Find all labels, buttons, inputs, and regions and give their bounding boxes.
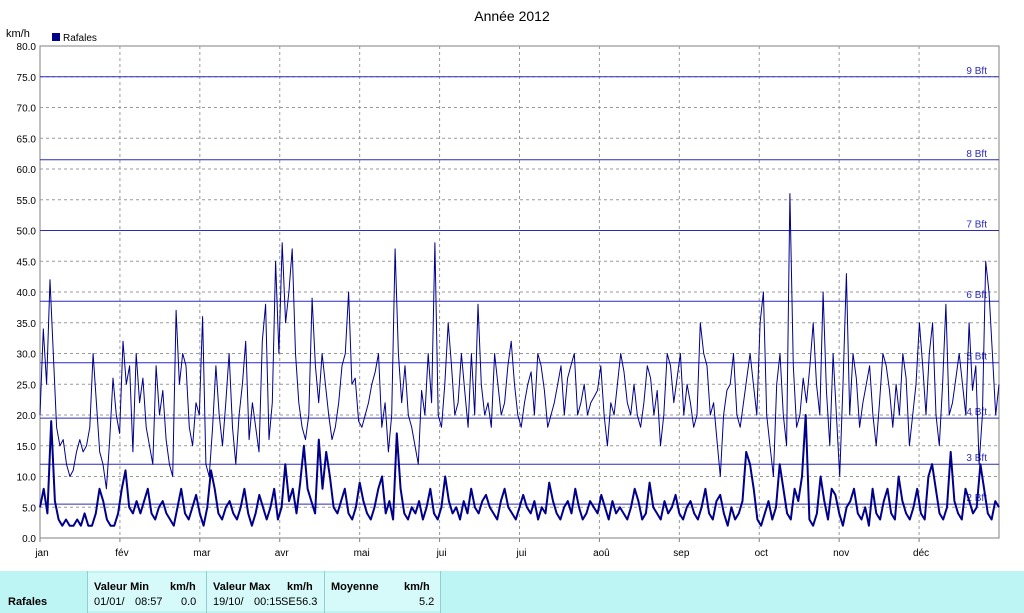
y-tick-label: 15.0: [17, 442, 37, 453]
y-tick-label: 0.0: [22, 534, 36, 545]
series-line-thick: [39, 414, 1000, 527]
y-tick-label: 5.0: [22, 503, 36, 514]
y-tick-label: 30.0: [17, 350, 37, 361]
x-tick-label: jui: [515, 548, 526, 559]
series-line-thin: [39, 193, 1000, 490]
min-value: 0.0: [181, 596, 197, 608]
y-axis-ticks: 0.0 5.0 10.0 15.0 20.0 25.0 30.0 35.0 40.0 45.0 50…: [17, 42, 37, 545]
avg-value: 5.2: [419, 596, 435, 608]
x-tick-label: jan: [34, 548, 48, 559]
x-tick-label: avr: [275, 548, 290, 559]
beaufort-label: 6 Bft: [966, 290, 987, 301]
stats-footer: Rafales Valeur Min km/h Valeur Max km/h …: [0, 571, 1024, 613]
min-date: 01/01/: [94, 596, 125, 608]
y-tick-label: 10.0: [17, 473, 37, 484]
max-value: 56.3: [296, 596, 318, 608]
max-time: 00:15: [254, 596, 282, 608]
max-unit: km/h: [287, 581, 313, 593]
beaufort-label: 5 Bft: [966, 352, 987, 363]
max-direction: SE: [281, 596, 296, 608]
chart-title: Année 2012: [474, 8, 550, 24]
legend-swatch: [52, 33, 60, 41]
x-tick-label: fév: [115, 548, 128, 559]
beaufort-label: 9 Bft: [966, 66, 987, 77]
x-axis-ticks: jan fév mar avr mai jui jui aoû sep oct nov déc: [34, 538, 929, 559]
legend-label: Rafales: [63, 33, 97, 44]
y-tick-label: 35.0: [17, 319, 37, 330]
y-tick-label: 45.0: [17, 257, 37, 268]
x-tick-label: aoû: [593, 548, 610, 559]
y-tick-label: 70.0: [17, 104, 37, 115]
x-tick-label: mai: [354, 548, 370, 559]
max-date: 19/10/: [213, 596, 244, 608]
divider: [206, 571, 207, 613]
x-tick-label: mar: [193, 548, 211, 559]
avg-header: Moyenne: [331, 581, 379, 593]
y-tick-label: 50.0: [17, 227, 37, 238]
beaufort-label: 8 Bft: [966, 149, 987, 160]
y-tick-label: 65.0: [17, 134, 37, 145]
grid: [40, 46, 999, 538]
divider: [87, 571, 88, 613]
y-axis-label: km/h: [6, 28, 30, 40]
x-tick-label: nov: [833, 548, 849, 559]
x-tick-label: jui: [436, 548, 447, 559]
y-tick-label: 55.0: [17, 196, 37, 207]
y-tick-label: 80.0: [17, 42, 37, 53]
y-tick-label: 75.0: [17, 73, 37, 84]
divider: [440, 571, 441, 613]
max-header: Valeur Max: [213, 581, 271, 593]
stats-panel: [87, 573, 440, 611]
row-label: Rafales: [8, 596, 48, 608]
min-unit: km/h: [170, 581, 196, 593]
y-tick-label: 40.0: [17, 288, 37, 299]
divider: [324, 571, 325, 613]
legend: Rafales: [52, 33, 97, 44]
y-tick-label: 25.0: [17, 380, 37, 391]
x-tick-label: déc: [913, 548, 929, 559]
series-group: [39, 193, 1000, 527]
beaufort-label: 4 Bft: [966, 407, 987, 418]
min-header: Valeur Min: [94, 581, 150, 593]
y-tick-label: 20.0: [17, 411, 37, 422]
y-tick-label: 60.0: [17, 165, 37, 176]
avg-unit: km/h: [404, 581, 430, 593]
beaufort-label: 3 Bft: [966, 453, 987, 464]
x-tick-label: oct: [755, 548, 769, 559]
min-time: 08:57: [135, 596, 163, 608]
beaufort-label: 7 Bft: [966, 220, 987, 231]
x-tick-label: sep: [673, 548, 690, 559]
